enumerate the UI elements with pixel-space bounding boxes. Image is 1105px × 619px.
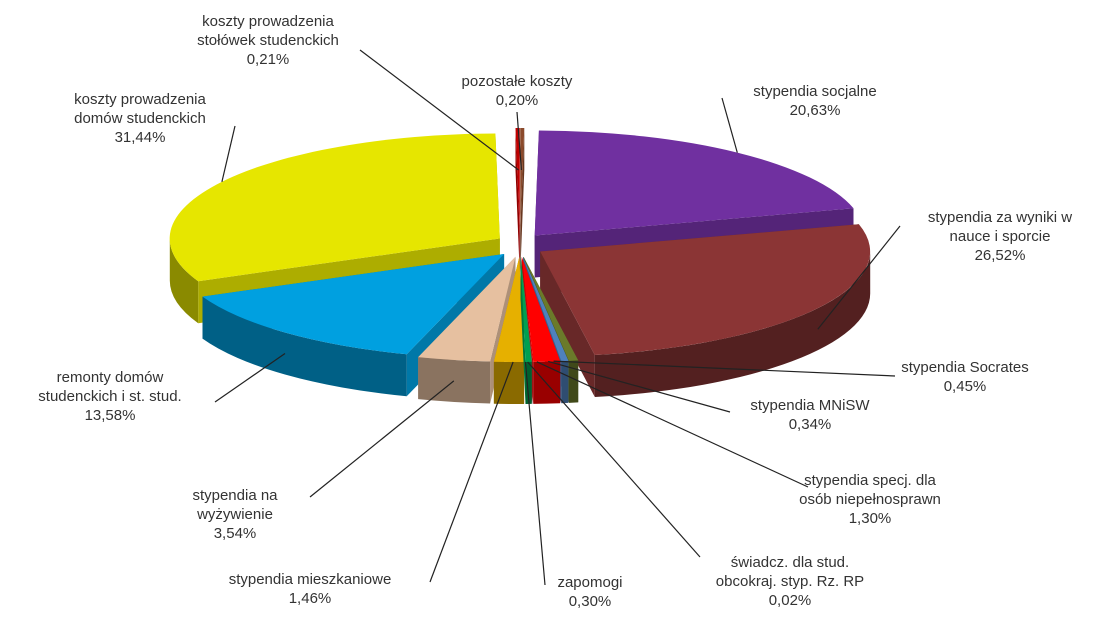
leader-line [548,360,731,413]
slice [520,257,533,362]
slice-label: stypendia MNiSW [750,397,870,414]
value-label: 26,52% [975,247,1026,264]
value-label: 1,30% [849,510,892,527]
slice-wall [493,361,525,405]
value-label: 0,45% [944,378,987,395]
slice [520,127,525,233]
value-label: 13,58% [85,407,136,424]
slice-wall [561,360,569,404]
leader-line [536,361,809,488]
value-label: 20,63% [790,102,841,119]
label-line: zapomogi [557,574,622,591]
slice [202,254,505,355]
label-line: obcokraj. styp. Rz. RP [716,573,864,590]
slice-label: pozostałe koszty [462,73,573,90]
slice-side [515,128,520,275]
slice-side [540,251,595,397]
value-label: 0,02% [769,592,812,609]
slice-wall [525,361,532,404]
label-line: stypendia za wyniki w [928,209,1072,226]
leader-line [516,111,522,171]
label-line: remonty domów [57,369,164,386]
slice [534,130,854,236]
slice-side [520,257,526,404]
slice-wall [169,238,199,324]
slice-label: remonty domów studenckich i st. stud. [38,369,181,405]
slice-wall [594,251,871,397]
value-label: 31,44% [115,129,166,146]
leader-line [553,360,896,377]
slice-label: stypendia specj. dla osób niepełnosprawn [799,472,941,508]
slice [523,256,579,361]
slice-label: stypendia za wyniki w nauce i sporcie [928,209,1072,245]
label-line: pozostałe koszty [462,73,573,90]
slice [169,133,500,282]
label-line: koszty prowadzenia [74,91,206,108]
slice-label: świadcz. dla stud. obcokraj. styp. Rz. RP [716,554,864,590]
value-label: 0,20% [496,92,539,109]
leader-line [221,125,236,183]
slice [493,257,525,363]
leader-line [359,49,519,171]
label-line: studenckich i st. stud. [38,388,181,405]
slice-label: koszty prowadzenia domów studenckich [74,91,206,127]
leader-line [527,361,701,558]
label-line: stypendia MNiSW [750,397,870,414]
slice-wall [202,296,407,397]
label-line: świadcz. dla stud. [731,554,849,571]
value-label: 1,46% [289,590,332,607]
slice-side [520,128,525,275]
label-line: stypendia Socrates [901,359,1029,376]
label-line: domów studenckich [74,110,206,127]
slice-label: koszty prowadzenia stołówek studenckich [197,13,339,49]
label-line: stypendia mieszkaniowe [229,571,392,588]
leader-line [721,97,738,153]
slice-label: stypendia Socrates [901,359,1029,376]
slice [523,256,569,362]
slice-label: zapomogi [557,574,622,591]
value-label: 0,21% [247,51,290,68]
label-line: nauce i sporcie [950,228,1051,245]
leader-line [817,225,901,330]
label-line: stypendia specj. dla [804,472,936,489]
label-line: stypendia socjalne [753,83,876,100]
leader-line [524,361,546,586]
value-label: 0,30% [569,593,612,610]
label-line: wyżywienie [196,506,273,523]
label-line: osób niepełnosprawn [799,491,941,508]
leader-line [214,353,286,403]
slice-wall [418,357,491,404]
slice [418,256,516,362]
label-line: koszty prowadzenia [202,13,334,30]
slice-wall [533,361,561,404]
value-label: 0,34% [789,416,832,433]
value-label: 3,54% [214,525,257,542]
slice-label: stypendia na wyżywienie [192,487,278,523]
slice [520,257,532,362]
leader-line [429,361,514,583]
slice [515,127,520,233]
leader-line [309,380,455,498]
slice-label: stypendia socjalne [753,83,876,100]
label-line: stołówek studenckich [197,32,339,49]
slice-label: stypendia mieszkaniowe [229,571,392,588]
slice-wall [569,360,579,403]
label-line: stypendia na [192,487,278,504]
slice [521,257,561,362]
slice [540,224,871,355]
